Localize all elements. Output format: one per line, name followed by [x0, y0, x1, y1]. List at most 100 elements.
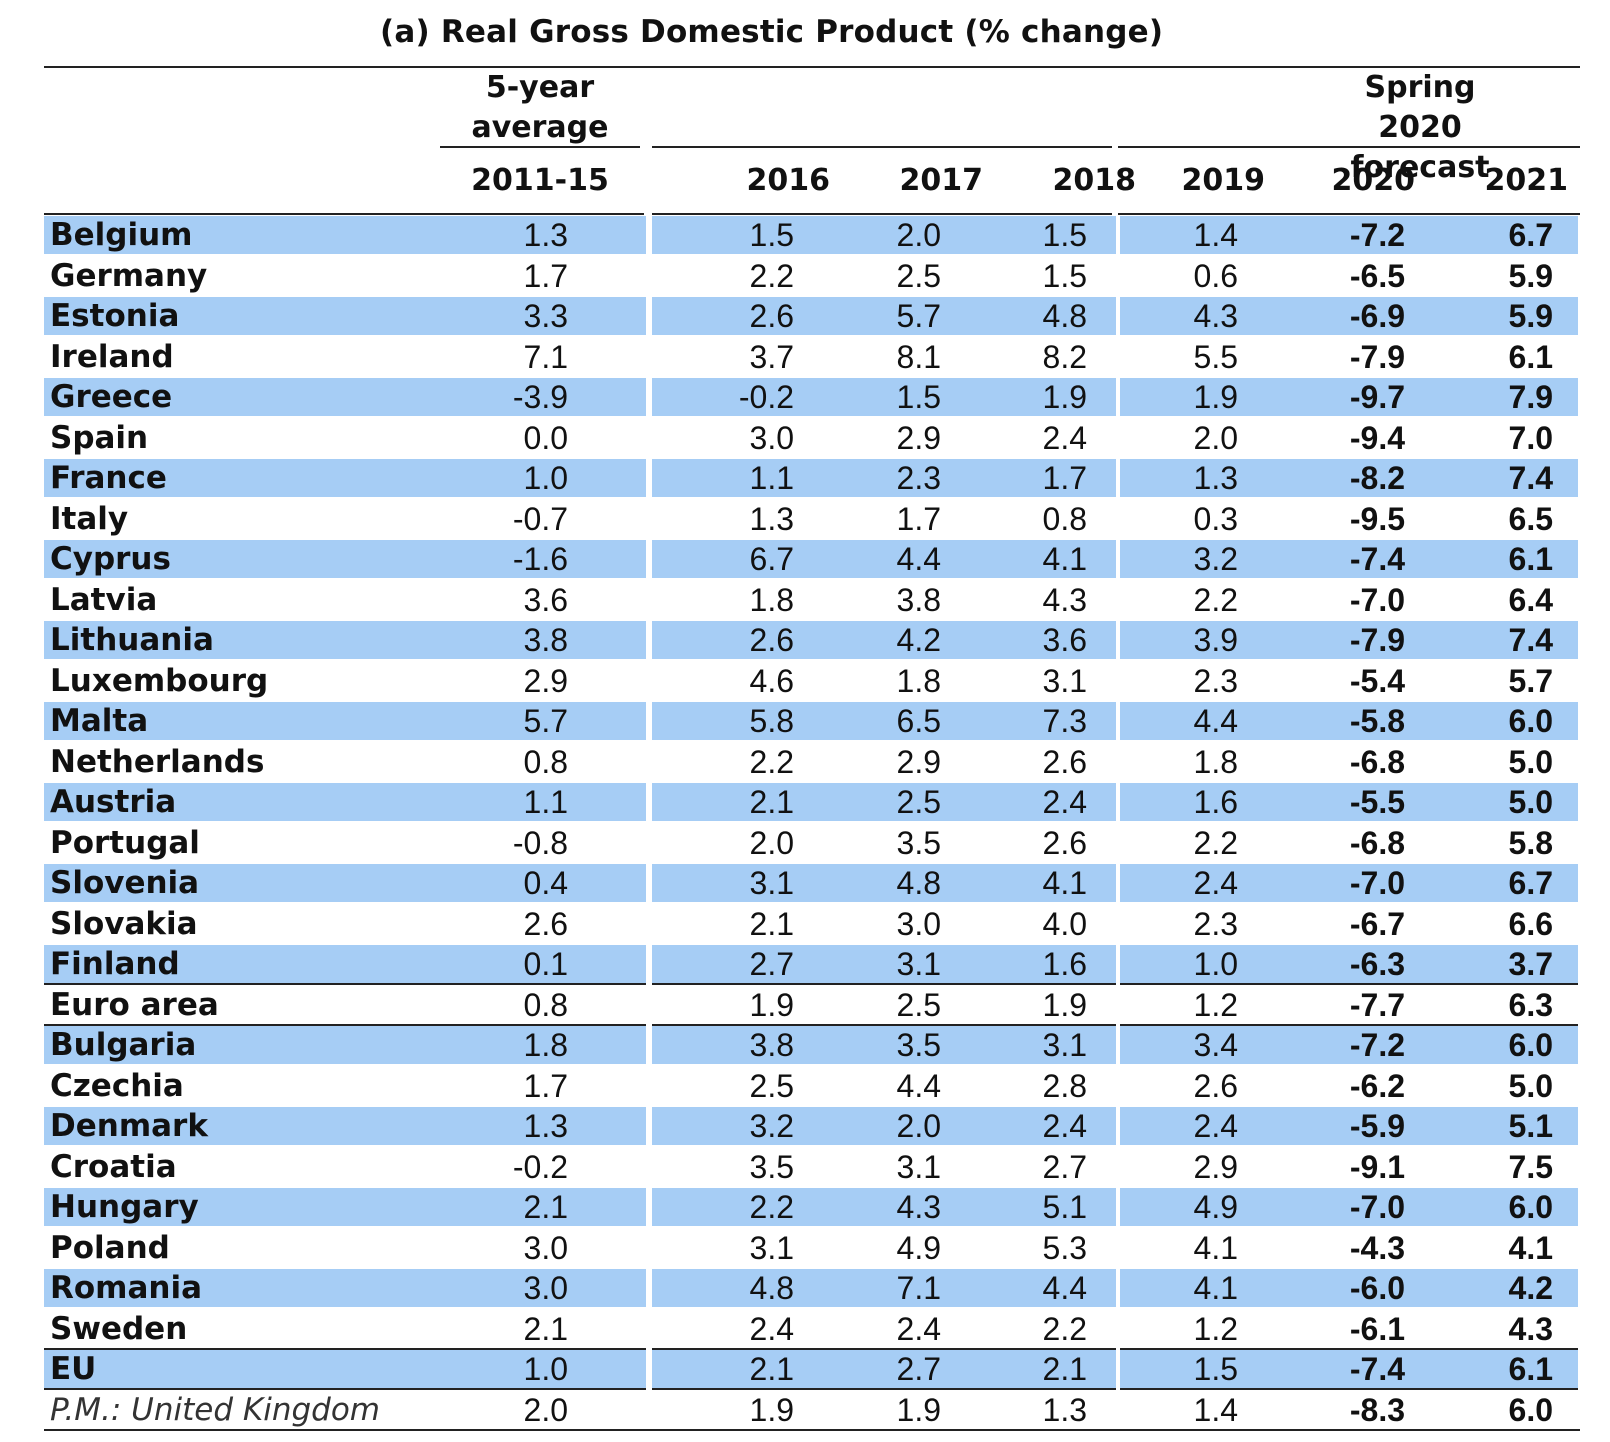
history-group-rule [652, 146, 1112, 148]
row-shading [44, 378, 646, 416]
value-cell-2018: 1.6 [1042, 946, 1087, 982]
value-cell-2011-15: 2.1 [523, 1310, 568, 1347]
value-cell-2020: -6.2 [1349, 1067, 1405, 1104]
country-label: Germany [50, 257, 208, 294]
value-cell-2019: 3.4 [1193, 1027, 1238, 1063]
value-cell-2018: 0.8 [1042, 500, 1087, 537]
value-cell-2021: 6.0 [1508, 1189, 1553, 1225]
country-label: Romania [50, 1270, 203, 1306]
value-cell-2016: 2.2 [749, 257, 794, 294]
value-cell-2011-15: 2.6 [523, 905, 568, 942]
country-label: France [50, 460, 167, 496]
value-cell-2019: 1.0 [1193, 946, 1238, 982]
row-shading [652, 540, 1116, 578]
section-rule [652, 1347, 1116, 1350]
value-cell-2016: 1.3 [749, 500, 794, 537]
table-row: Greece -3.9 -0.2 1.5 1.9 1.9 -9.7 7.9 [0, 377, 1610, 418]
value-cell-2016: 1.5 [749, 217, 794, 253]
value-cell-2017: 2.9 [896, 419, 941, 456]
value-cell-2021: 6.0 [1508, 1391, 1553, 1428]
row-shading [652, 297, 1116, 335]
value-cell-2017: 2.9 [896, 743, 941, 780]
value-cell-2011-15: 1.7 [523, 1067, 568, 1104]
value-cell-2011-15: 3.6 [523, 581, 568, 618]
header-bottom-rule-right [1118, 213, 1580, 215]
value-cell-2018: 2.4 [1042, 784, 1087, 820]
country-label: Sweden [50, 1310, 188, 1347]
value-cell-2017: 7.1 [896, 1270, 941, 1306]
row-shading [44, 216, 646, 254]
country-label: Lithuania [50, 622, 214, 658]
table-row: Bulgaria 1.8 3.8 3.5 3.1 3.4 -7.2 6.0 [0, 1025, 1610, 1066]
value-cell-2019: 2.9 [1193, 1148, 1238, 1185]
row-shading [1120, 945, 1578, 983]
country-label: Luxembourg [50, 662, 269, 699]
value-cell-2011-15: 7.1 [523, 338, 568, 375]
value-cell-2019: 1.8 [1193, 743, 1238, 780]
section-rule [1120, 1023, 1578, 1026]
value-cell-2019: 4.1 [1193, 1270, 1238, 1306]
table-row: Denmark 1.3 3.2 2.0 2.4 2.4 -5.9 5.1 [0, 1106, 1610, 1147]
value-cell-2021: 6.1 [1508, 1351, 1553, 1387]
value-cell-2017: 3.5 [896, 1027, 941, 1063]
row-shading [44, 1350, 646, 1388]
value-cell-2020: -9.7 [1349, 379, 1405, 415]
value-cell-2016: 6.7 [749, 541, 794, 577]
value-cell-2020: -5.5 [1349, 784, 1405, 820]
value-cell-2019: 1.4 [1193, 1391, 1238, 1428]
table-row: Germany 1.7 2.2 2.5 1.5 0.6 -6.5 5.9 [0, 256, 1610, 297]
country-label: Croatia [50, 1148, 177, 1185]
value-cell-2017: 2.0 [896, 217, 941, 253]
country-label: Euro area [50, 986, 219, 1023]
country-label: Estonia [50, 298, 180, 334]
row-shading [1120, 1026, 1578, 1064]
table-row: Czechia 1.7 2.5 4.4 2.8 2.6 -6.2 5.0 [0, 1066, 1610, 1107]
value-cell-2017: 6.5 [896, 703, 941, 739]
value-cell-2017: 2.3 [896, 460, 941, 496]
col-header-2018: 2018 [1052, 163, 1137, 198]
section-rule [1120, 1347, 1578, 1350]
table-row: Sweden 2.1 2.4 2.4 2.2 1.2 -6.1 4.3 [0, 1309, 1610, 1350]
value-cell-2011-15: 0.1 [523, 946, 568, 982]
value-cell-2019: 2.2 [1193, 824, 1238, 861]
value-cell-2011-15: 0.4 [523, 865, 568, 901]
value-cell-2018: 4.3 [1042, 581, 1087, 618]
value-cell-2016: 3.7 [749, 338, 794, 375]
value-cell-2018: 2.2 [1042, 1310, 1087, 1347]
value-cell-2019: 4.4 [1193, 703, 1238, 739]
value-cell-2020: -7.9 [1349, 622, 1405, 658]
section-rule [44, 983, 646, 985]
country-label: Spain [50, 419, 149, 456]
value-cell-2021: 6.7 [1508, 217, 1553, 253]
value-cell-2021: 5.1 [1508, 1108, 1553, 1144]
value-cell-2021: 6.5 [1508, 500, 1553, 537]
value-cell-2019: 0.3 [1193, 500, 1238, 537]
value-cell-2021: 5.9 [1508, 298, 1553, 334]
section-rule [44, 1347, 646, 1350]
value-cell-2016: 3.1 [749, 1229, 794, 1266]
value-cell-2016: 3.0 [749, 419, 794, 456]
value-cell-2021: 7.5 [1508, 1148, 1553, 1185]
table-row: France 1.0 1.1 2.3 1.7 1.3 -8.2 7.4 [0, 458, 1610, 499]
row-shading [44, 783, 646, 821]
value-cell-2018: 8.2 [1042, 338, 1087, 375]
row-shading [1120, 540, 1578, 578]
value-cell-2011-15: 3.0 [523, 1270, 568, 1306]
value-cell-2018: 2.4 [1042, 419, 1087, 456]
value-cell-2017: 1.5 [896, 379, 941, 415]
value-cell-2021: 5.8 [1508, 824, 1553, 861]
value-cell-2018: 4.0 [1042, 905, 1087, 942]
col-header-2019: 2019 [1181, 163, 1266, 198]
row-shading [652, 378, 1116, 416]
value-cell-2018: 5.3 [1042, 1229, 1087, 1266]
bottom-rule [44, 1428, 1580, 1431]
value-cell-2018: 2.6 [1042, 824, 1087, 861]
value-cell-2020: -7.4 [1349, 541, 1405, 577]
value-cell-2017: 5.7 [896, 298, 941, 334]
value-cell-2021: 6.7 [1508, 865, 1553, 901]
value-cell-2019: 3.2 [1193, 541, 1238, 577]
value-cell-2021: 6.4 [1508, 581, 1553, 618]
value-cell-2011-15: 2.0 [523, 1391, 568, 1428]
value-cell-2021: 6.3 [1508, 986, 1553, 1023]
country-label: Italy [50, 500, 129, 537]
